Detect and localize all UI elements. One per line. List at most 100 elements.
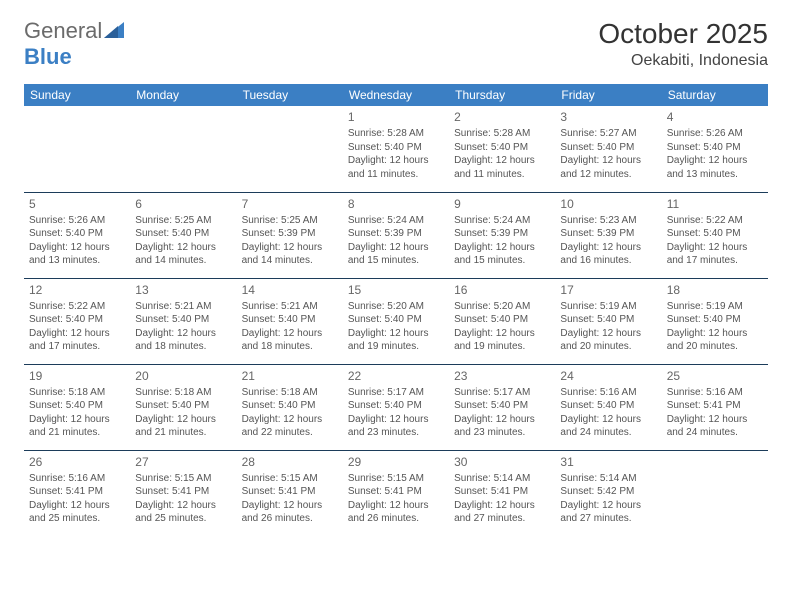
dl2-text: and 26 minutes.: [348, 512, 444, 526]
day-cell: 20Sunrise: 5:18 AMSunset: 5:40 PMDayligh…: [130, 364, 236, 450]
dl2-text: and 13 minutes.: [667, 168, 763, 182]
week-row: 12Sunrise: 5:22 AMSunset: 5:40 PMDayligh…: [24, 278, 768, 364]
sunrise-text: Sunrise: 5:18 AM: [29, 386, 125, 400]
day-cell: 23Sunrise: 5:17 AMSunset: 5:40 PMDayligh…: [449, 364, 555, 450]
day-cell: 5Sunrise: 5:26 AMSunset: 5:40 PMDaylight…: [24, 192, 130, 278]
sunrise-text: Sunrise: 5:19 AM: [667, 300, 763, 314]
day-cell: 11Sunrise: 5:22 AMSunset: 5:40 PMDayligh…: [662, 192, 768, 278]
sunset-text: Sunset: 5:40 PM: [29, 399, 125, 413]
sunset-text: Sunset: 5:40 PM: [560, 399, 656, 413]
dl1-text: Daylight: 12 hours: [667, 154, 763, 168]
dl2-text: and 18 minutes.: [135, 340, 231, 354]
day-number: 30: [454, 454, 550, 470]
dl2-text: and 12 minutes.: [560, 168, 656, 182]
day-cell: 18Sunrise: 5:19 AMSunset: 5:40 PMDayligh…: [662, 278, 768, 364]
day-number: 4: [667, 109, 763, 125]
month-title: October 2025: [598, 18, 768, 50]
week-row: 5Sunrise: 5:26 AMSunset: 5:40 PMDaylight…: [24, 192, 768, 278]
day-cell: 17Sunrise: 5:19 AMSunset: 5:40 PMDayligh…: [555, 278, 661, 364]
dl2-text: and 16 minutes.: [560, 254, 656, 268]
day-number: 20: [135, 368, 231, 384]
weekday-header: Thursday: [449, 84, 555, 106]
dl1-text: Daylight: 12 hours: [135, 413, 231, 427]
dl1-text: Daylight: 12 hours: [667, 413, 763, 427]
day-number: 1: [348, 109, 444, 125]
dl2-text: and 21 minutes.: [135, 426, 231, 440]
dl1-text: Daylight: 12 hours: [135, 499, 231, 513]
sunset-text: Sunset: 5:41 PM: [667, 399, 763, 413]
sunset-text: Sunset: 5:39 PM: [560, 227, 656, 241]
day-cell: 6Sunrise: 5:25 AMSunset: 5:40 PMDaylight…: [130, 192, 236, 278]
day-number: 8: [348, 196, 444, 212]
dl1-text: Daylight: 12 hours: [348, 499, 444, 513]
dl2-text: and 19 minutes.: [454, 340, 550, 354]
weekday-header: Friday: [555, 84, 661, 106]
day-cell: [24, 106, 130, 192]
calendar-table: Sunday Monday Tuesday Wednesday Thursday…: [24, 84, 768, 536]
day-cell: 27Sunrise: 5:15 AMSunset: 5:41 PMDayligh…: [130, 450, 236, 536]
dl1-text: Daylight: 12 hours: [667, 241, 763, 255]
sunrise-text: Sunrise: 5:16 AM: [29, 472, 125, 486]
day-cell: 7Sunrise: 5:25 AMSunset: 5:39 PMDaylight…: [237, 192, 343, 278]
sunrise-text: Sunrise: 5:22 AM: [29, 300, 125, 314]
day-number: 28: [242, 454, 338, 470]
logo-part2: Blue: [24, 44, 72, 69]
dl2-text: and 24 minutes.: [560, 426, 656, 440]
dl1-text: Daylight: 12 hours: [560, 413, 656, 427]
sunset-text: Sunset: 5:41 PM: [135, 485, 231, 499]
dl1-text: Daylight: 12 hours: [560, 241, 656, 255]
dl2-text: and 18 minutes.: [242, 340, 338, 354]
sunrise-text: Sunrise: 5:22 AM: [667, 214, 763, 228]
sunrise-text: Sunrise: 5:21 AM: [242, 300, 338, 314]
dl2-text: and 19 minutes.: [348, 340, 444, 354]
day-cell: 30Sunrise: 5:14 AMSunset: 5:41 PMDayligh…: [449, 450, 555, 536]
day-number: 7: [242, 196, 338, 212]
day-number: 25: [667, 368, 763, 384]
day-number: 6: [135, 196, 231, 212]
dl1-text: Daylight: 12 hours: [454, 154, 550, 168]
day-cell: 10Sunrise: 5:23 AMSunset: 5:39 PMDayligh…: [555, 192, 661, 278]
day-number: 13: [135, 282, 231, 298]
sunrise-text: Sunrise: 5:17 AM: [348, 386, 444, 400]
day-cell: 8Sunrise: 5:24 AMSunset: 5:39 PMDaylight…: [343, 192, 449, 278]
sunrise-text: Sunrise: 5:28 AM: [454, 127, 550, 141]
day-number: 24: [560, 368, 656, 384]
day-number: 11: [667, 196, 763, 212]
dl2-text: and 24 minutes.: [667, 426, 763, 440]
dl2-text: and 25 minutes.: [29, 512, 125, 526]
logo-part1: General: [24, 18, 102, 43]
day-cell: 16Sunrise: 5:20 AMSunset: 5:40 PMDayligh…: [449, 278, 555, 364]
day-number: 14: [242, 282, 338, 298]
sunset-text: Sunset: 5:40 PM: [348, 399, 444, 413]
day-cell: 22Sunrise: 5:17 AMSunset: 5:40 PMDayligh…: [343, 364, 449, 450]
day-number: 18: [667, 282, 763, 298]
day-cell: 15Sunrise: 5:20 AMSunset: 5:40 PMDayligh…: [343, 278, 449, 364]
day-cell: 3Sunrise: 5:27 AMSunset: 5:40 PMDaylight…: [555, 106, 661, 192]
sunrise-text: Sunrise: 5:19 AM: [560, 300, 656, 314]
sunset-text: Sunset: 5:40 PM: [454, 141, 550, 155]
sunrise-text: Sunrise: 5:24 AM: [454, 214, 550, 228]
dl1-text: Daylight: 12 hours: [560, 327, 656, 341]
weekday-header: Tuesday: [237, 84, 343, 106]
dl2-text: and 13 minutes.: [29, 254, 125, 268]
dl2-text: and 14 minutes.: [242, 254, 338, 268]
dl1-text: Daylight: 12 hours: [242, 413, 338, 427]
sunrise-text: Sunrise: 5:24 AM: [348, 214, 444, 228]
sunset-text: Sunset: 5:40 PM: [242, 313, 338, 327]
day-cell: 9Sunrise: 5:24 AMSunset: 5:39 PMDaylight…: [449, 192, 555, 278]
day-cell: 26Sunrise: 5:16 AMSunset: 5:41 PMDayligh…: [24, 450, 130, 536]
dl1-text: Daylight: 12 hours: [29, 499, 125, 513]
weekday-header: Sunday: [24, 84, 130, 106]
dl2-text: and 22 minutes.: [242, 426, 338, 440]
day-number: 17: [560, 282, 656, 298]
weekday-header: Wednesday: [343, 84, 449, 106]
dl2-text: and 27 minutes.: [454, 512, 550, 526]
sunset-text: Sunset: 5:40 PM: [560, 141, 656, 155]
dl1-text: Daylight: 12 hours: [667, 327, 763, 341]
sunset-text: Sunset: 5:41 PM: [454, 485, 550, 499]
dl2-text: and 27 minutes.: [560, 512, 656, 526]
dl1-text: Daylight: 12 hours: [454, 413, 550, 427]
day-number: 15: [348, 282, 444, 298]
day-cell: [237, 106, 343, 192]
sunrise-text: Sunrise: 5:14 AM: [560, 472, 656, 486]
